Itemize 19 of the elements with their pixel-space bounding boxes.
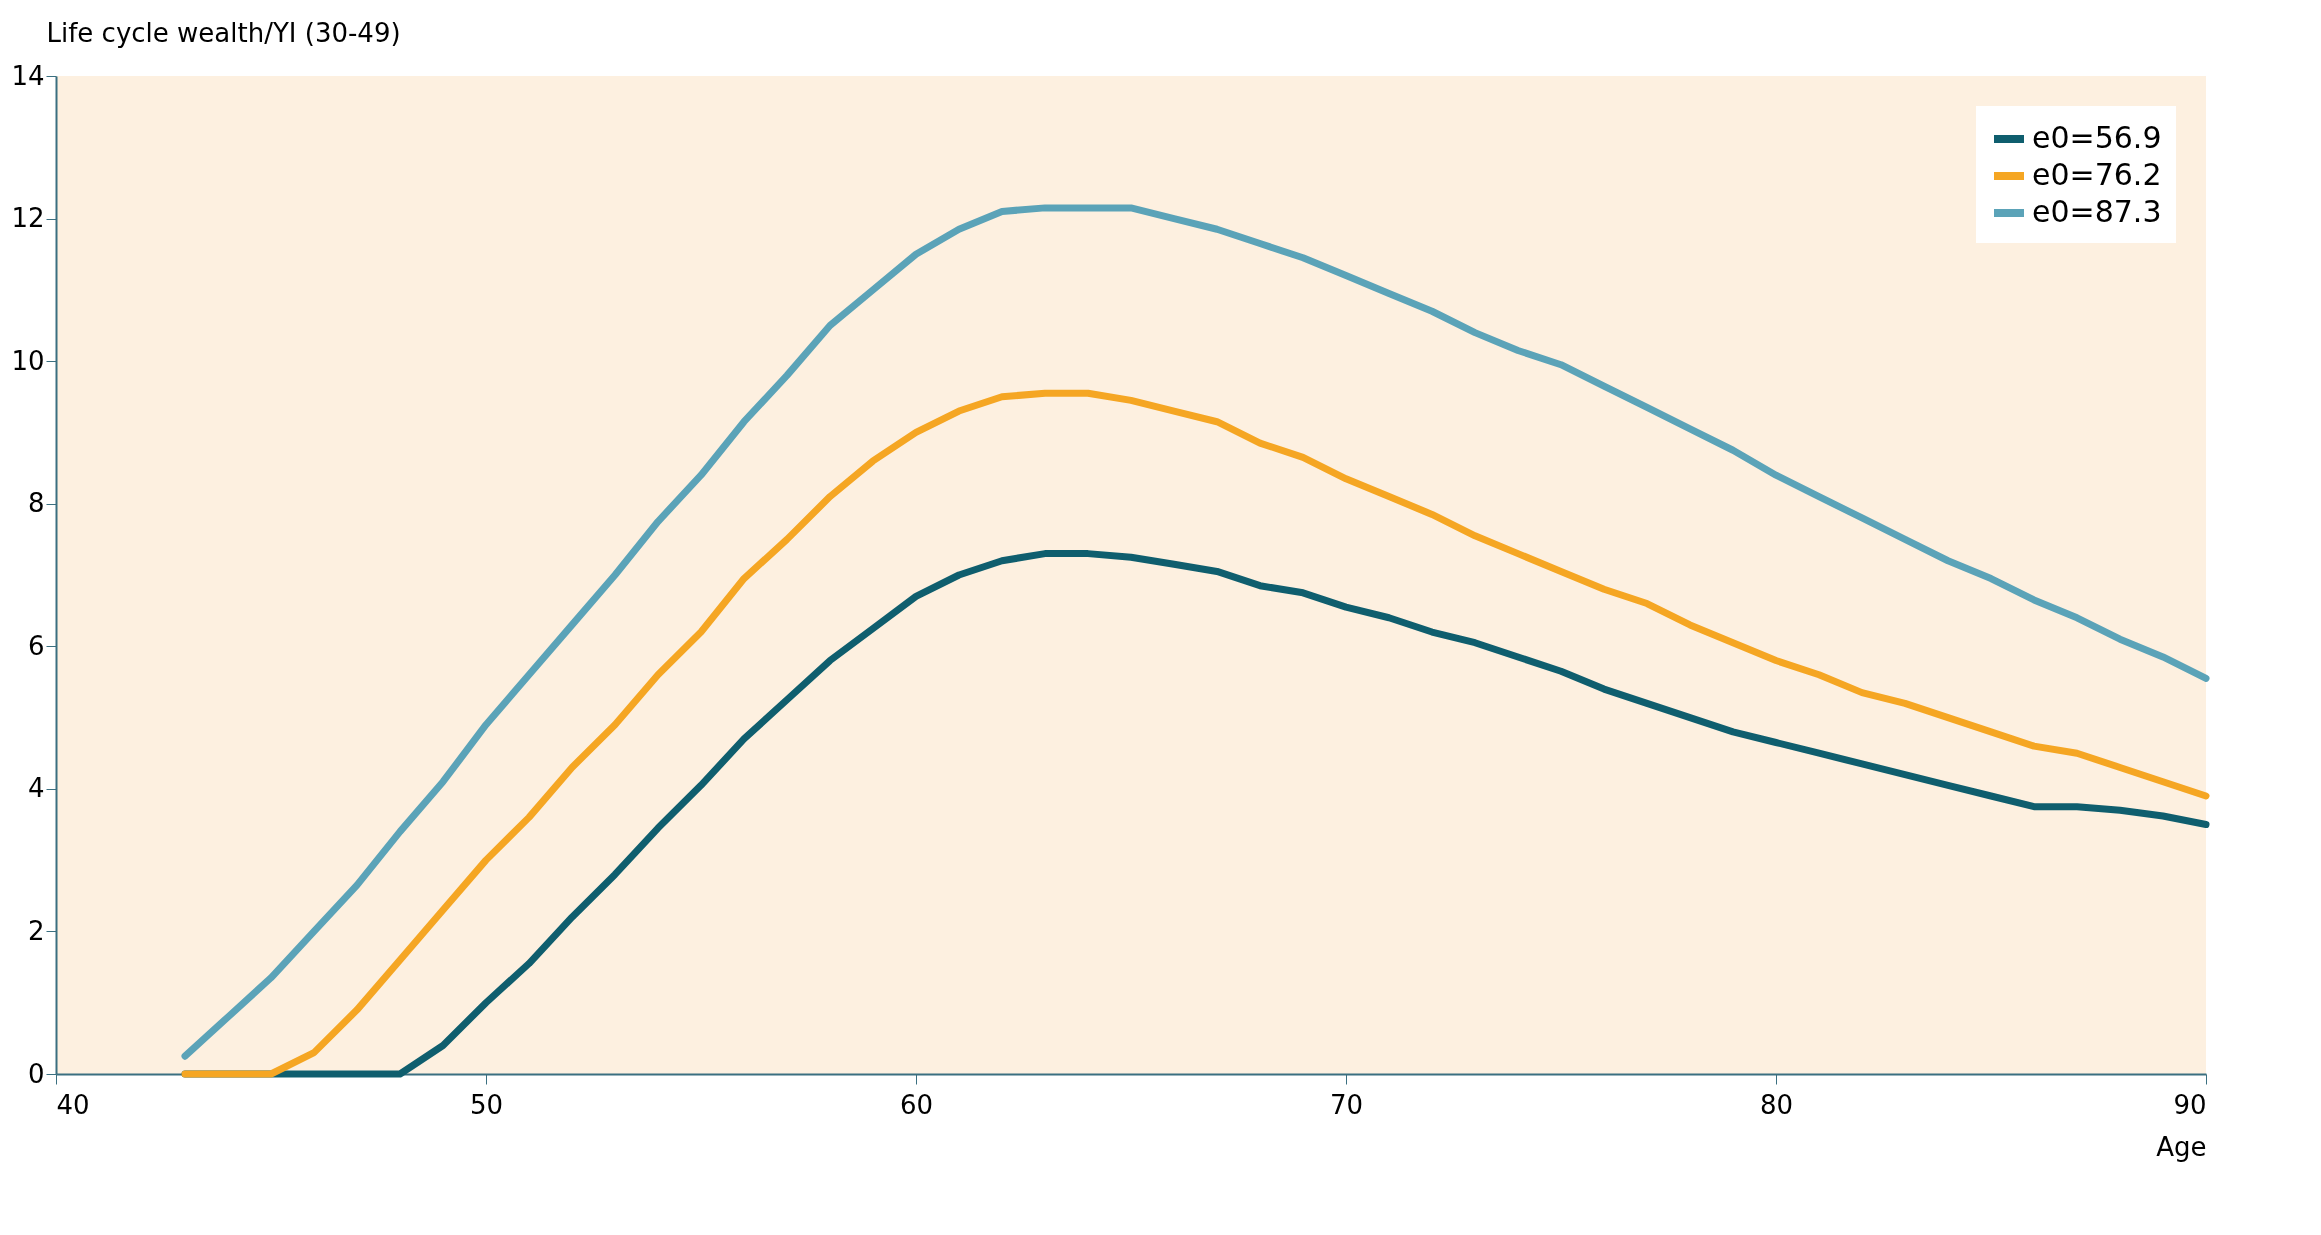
x-tick-label: 50 — [469, 1089, 504, 1120]
y-tick-label: 10 — [11, 345, 45, 376]
x-tick-label: 70 — [1329, 1089, 1364, 1120]
y-tick-label: 8 — [27, 488, 45, 519]
y-tick-label: 14 — [11, 60, 45, 91]
x-tick-label: 90 — [2173, 1089, 2207, 1120]
y-tick-label: 0 — [27, 1058, 45, 1089]
y-tick-label: 12 — [11, 203, 45, 234]
y-tick-label: 2 — [27, 915, 45, 946]
y-axis-title: Life cycle wealth/YI (30-49) — [46, 17, 401, 48]
x-tick-label: 40 — [56, 1089, 90, 1120]
legend-label: e0=76.2 — [2032, 157, 2162, 192]
y-tick-label: 6 — [27, 630, 45, 661]
x-axis-title: Age — [2156, 1131, 2207, 1162]
legend-label: e0=87.3 — [2032, 194, 2162, 229]
x-tick-label: 80 — [1759, 1089, 1794, 1120]
y-tick-label: 4 — [27, 773, 45, 804]
x-tick-label: 60 — [899, 1089, 934, 1120]
legend-label: e0=56.9 — [2032, 120, 2162, 155]
